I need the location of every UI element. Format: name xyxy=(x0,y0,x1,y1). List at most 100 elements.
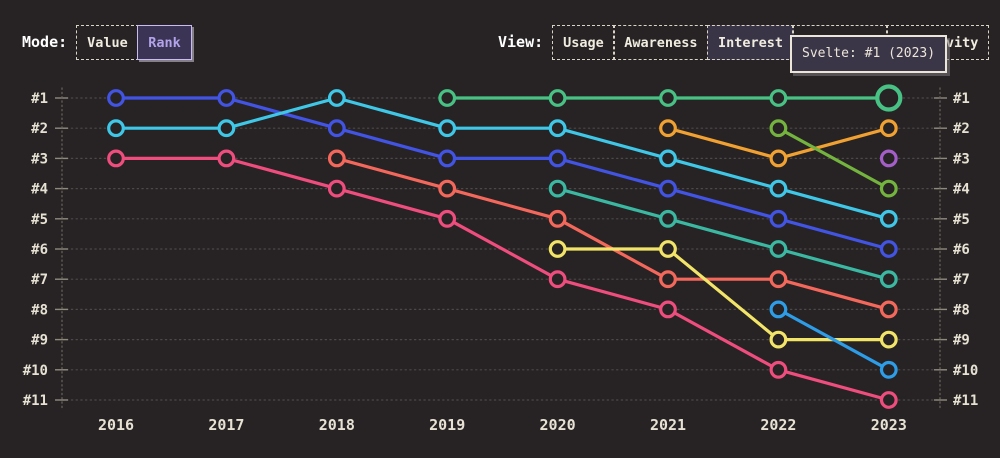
data-point-salmon-2022[interactable] xyxy=(769,270,788,289)
view-label: View: xyxy=(498,33,544,51)
x-axis-label-2020: 2020 xyxy=(540,416,576,434)
data-point-svelte-green-2020[interactable] xyxy=(548,89,567,107)
data-point-salmon-2018[interactable] xyxy=(327,149,346,168)
x-axis-label-2017: 2017 xyxy=(208,416,244,434)
y-axis-label-right-3: #3 xyxy=(953,151,970,167)
y-axis-label-left-2: #2 xyxy=(31,121,48,137)
data-point-blue-2019[interactable] xyxy=(438,149,457,168)
data-point-olive-2023[interactable] xyxy=(879,179,898,198)
data-point-orange-2021[interactable] xyxy=(659,119,677,138)
data-point-pink-2016[interactable] xyxy=(107,149,125,168)
chart-tooltip-text: Svelte: #1 (2023) xyxy=(802,46,936,61)
y-axis-label-right-2: #2 xyxy=(953,121,970,137)
data-point-purple-2023[interactable] xyxy=(879,149,898,168)
y-axis-label-left-4: #4 xyxy=(31,182,48,198)
mode-option-rank[interactable]: Rank xyxy=(137,25,192,60)
series-line-blue xyxy=(114,96,891,251)
data-point-yellow-2021[interactable] xyxy=(659,240,677,258)
data-point-yellow-2023[interactable] xyxy=(879,330,898,349)
data-point-cyan-2017[interactable] xyxy=(217,119,236,138)
series-line-cyan xyxy=(114,96,891,221)
data-point-lightblue-2023[interactable] xyxy=(879,360,898,379)
data-point-teal-2020[interactable] xyxy=(548,179,567,198)
data-point-yellow-2020[interactable] xyxy=(548,240,567,258)
data-point-cyan-2020[interactable] xyxy=(548,119,567,138)
mode-label: Mode: xyxy=(22,33,68,51)
series-line-salmon xyxy=(335,156,891,311)
y-axis-label-right-10: #10 xyxy=(953,363,978,379)
y-axis-label-left-10: #10 xyxy=(23,363,48,379)
series-line-pink xyxy=(114,156,891,402)
view-option-awareness[interactable]: Awareness xyxy=(613,25,709,60)
data-point-blue-2023[interactable] xyxy=(879,240,898,258)
data-point-blue-2020[interactable] xyxy=(548,149,567,168)
data-point-blue-2017[interactable] xyxy=(217,89,236,107)
y-axis-label-right-7: #7 xyxy=(953,272,970,288)
y-axis-label-left-5: #5 xyxy=(31,212,48,228)
data-point-blue-2022[interactable] xyxy=(769,209,788,228)
data-point-svelte-green-2022[interactable] xyxy=(769,89,788,107)
data-point-blue-2021[interactable] xyxy=(659,179,677,198)
view-option-interest[interactable]: Interest xyxy=(706,25,794,60)
y-axis-label-left-1: #1 xyxy=(31,91,48,107)
x-axis-label-2019: 2019 xyxy=(429,416,465,434)
y-axis-label-right-6: #6 xyxy=(953,242,970,258)
data-point-svelte-green-2019[interactable] xyxy=(438,89,457,107)
series-line-lightblue xyxy=(776,307,891,372)
data-point-teal-2022[interactable] xyxy=(769,240,788,258)
y-axis-label-right-9: #9 xyxy=(953,333,970,349)
chart-tooltip: Svelte: #1 (2023) xyxy=(790,35,948,73)
series-line-teal xyxy=(555,187,891,281)
data-point-salmon-2020[interactable] xyxy=(548,209,567,228)
data-point-pink-2022[interactable] xyxy=(769,360,788,379)
data-point-salmon-2023[interactable] xyxy=(879,300,898,319)
data-point-pink-2017[interactable] xyxy=(217,149,236,168)
x-axis-label-2016: 2016 xyxy=(98,416,134,434)
data-point-cyan-2016[interactable] xyxy=(107,119,125,138)
y-axis-label-left-8: #8 xyxy=(31,302,48,318)
data-point-blue-2018[interactable] xyxy=(327,119,346,138)
mode-option-value[interactable]: Value xyxy=(76,25,139,60)
view-option-usage[interactable]: Usage xyxy=(552,25,615,60)
y-axis-label-right-8: #8 xyxy=(953,302,970,318)
data-point-cyan-2018[interactable] xyxy=(327,89,346,107)
x-axis-label-2022: 2022 xyxy=(760,416,796,434)
y-axis-label-left-7: #7 xyxy=(31,272,48,288)
data-point-cyan-2023[interactable] xyxy=(879,209,898,228)
data-point-svelte-green-2023[interactable] xyxy=(875,84,903,112)
mode-control: Mode: Value Rank xyxy=(22,25,192,60)
data-point-blue-2016[interactable] xyxy=(107,89,125,107)
data-point-lightblue-2022[interactable] xyxy=(769,300,788,319)
data-point-yellow-2022[interactable] xyxy=(769,330,788,349)
data-point-orange-2023[interactable] xyxy=(879,119,898,138)
y-axis-label-right-5: #5 xyxy=(953,212,970,228)
data-point-pink-2020[interactable] xyxy=(548,270,567,289)
y-axis-label-left-6: #6 xyxy=(31,242,48,258)
data-point-pink-2019[interactable] xyxy=(438,209,457,228)
x-axis-label-2021: 2021 xyxy=(650,416,686,434)
data-point-salmon-2019[interactable] xyxy=(438,179,457,198)
y-axis-label-left-11: #11 xyxy=(23,393,48,409)
x-axis-label-2023: 2023 xyxy=(871,416,907,434)
x-axis-label-2018: 2018 xyxy=(319,416,355,434)
data-point-cyan-2019[interactable] xyxy=(438,119,457,138)
data-point-orange-2022[interactable] xyxy=(769,149,788,168)
data-point-svelte-green-2021[interactable] xyxy=(659,89,677,107)
data-point-teal-2021[interactable] xyxy=(659,209,677,228)
data-point-olive-2022[interactable] xyxy=(769,119,788,138)
data-point-pink-2023[interactable] xyxy=(879,391,898,409)
data-point-cyan-2022[interactable] xyxy=(769,179,788,198)
y-axis-label-left-3: #3 xyxy=(31,151,48,167)
y-axis-label-right-1: #1 xyxy=(953,91,970,107)
data-point-teal-2023[interactable] xyxy=(879,270,898,289)
mode-button-group: Value Rank xyxy=(76,25,192,60)
series-line-olive xyxy=(776,126,891,191)
data-point-pink-2018[interactable] xyxy=(327,179,346,198)
y-axis-label-left-9: #9 xyxy=(31,333,48,349)
y-axis-label-right-11: #11 xyxy=(953,393,978,409)
data-point-pink-2021[interactable] xyxy=(659,300,677,319)
data-point-salmon-2021[interactable] xyxy=(659,270,677,289)
data-point-cyan-2021[interactable] xyxy=(659,149,677,168)
